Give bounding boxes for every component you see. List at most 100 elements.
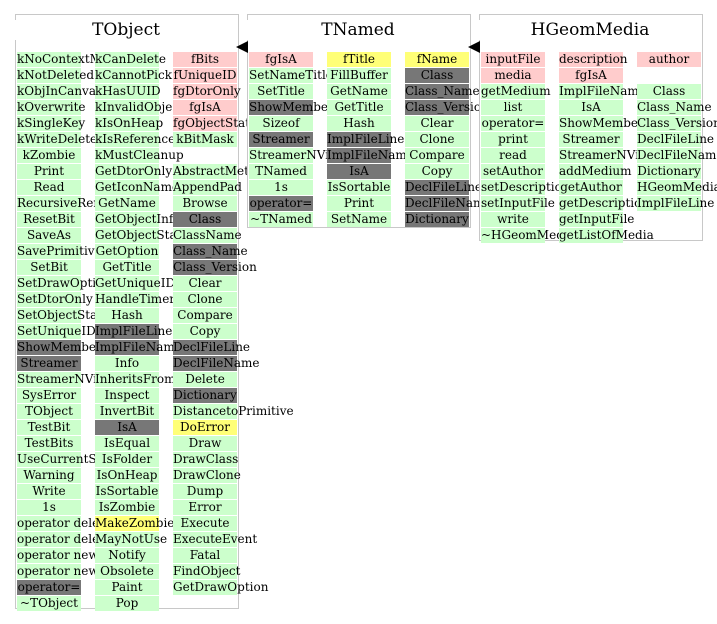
member-cell[interactable]: Read bbox=[17, 180, 81, 195]
member-cell[interactable]: IsEqual bbox=[95, 436, 159, 451]
member-cell[interactable]: Streamer bbox=[249, 132, 313, 147]
member-cell[interactable]: fgObjectStat bbox=[173, 116, 251, 131]
member-cell[interactable]: fUniqueID bbox=[173, 68, 237, 83]
member-cell[interactable]: Dictionary bbox=[405, 212, 469, 227]
member-cell[interactable]: GetName bbox=[327, 84, 391, 99]
member-cell[interactable]: IsZombie bbox=[95, 500, 159, 515]
member-cell[interactable]: TestBits bbox=[17, 436, 81, 451]
member-cell[interactable]: Streamer bbox=[559, 132, 623, 147]
member-cell[interactable]: Delete bbox=[173, 372, 237, 387]
member-cell[interactable]: TestBit bbox=[17, 420, 81, 435]
member-cell[interactable]: kMustCleanup bbox=[95, 148, 184, 163]
member-cell[interactable]: HGeomMedia bbox=[637, 180, 717, 195]
member-cell[interactable]: operator new[] bbox=[17, 564, 108, 579]
member-cell[interactable]: IsOnHeap bbox=[95, 468, 159, 483]
member-cell[interactable]: SetUniqueID bbox=[17, 324, 96, 339]
member-cell[interactable]: Copy bbox=[173, 324, 237, 339]
member-cell[interactable]: author bbox=[637, 52, 701, 67]
member-cell[interactable]: Notify bbox=[95, 548, 159, 563]
member-cell[interactable]: GetDrawOption bbox=[173, 580, 269, 595]
member-cell[interactable]: Clear bbox=[173, 276, 237, 291]
member-cell[interactable]: GetOption bbox=[95, 244, 159, 259]
member-cell[interactable]: kNoContextMenu bbox=[17, 52, 125, 67]
member-cell[interactable]: media bbox=[481, 68, 545, 83]
member-cell[interactable]: kObjInCanvas bbox=[17, 84, 103, 99]
member-cell[interactable]: setDescription bbox=[481, 180, 570, 195]
member-cell[interactable]: ImplFileLine bbox=[95, 324, 173, 339]
member-cell[interactable]: DeclFileLine bbox=[173, 340, 251, 355]
member-cell[interactable]: Class_Name bbox=[405, 84, 480, 99]
member-cell[interactable]: SysError bbox=[17, 388, 81, 403]
member-cell[interactable]: fBits bbox=[173, 52, 237, 67]
member-cell[interactable]: UseCurrentStyle bbox=[17, 452, 120, 467]
member-cell[interactable]: kInvalidObject bbox=[95, 100, 184, 115]
member-cell[interactable]: kCannotPick bbox=[95, 68, 173, 83]
member-cell[interactable]: Class bbox=[637, 84, 701, 99]
member-cell[interactable]: Browse bbox=[173, 196, 237, 211]
member-cell[interactable]: DeclFileLine bbox=[405, 180, 483, 195]
member-cell[interactable]: Print bbox=[327, 196, 391, 211]
member-cell[interactable]: getMedium bbox=[481, 84, 551, 99]
member-cell[interactable]: Execute bbox=[173, 516, 237, 531]
member-cell[interactable]: Inspect bbox=[95, 388, 159, 403]
member-cell[interactable]: SetDtorOnly bbox=[17, 292, 93, 307]
member-cell[interactable]: Clone bbox=[173, 292, 237, 307]
member-cell[interactable]: ExecuteEvent bbox=[173, 532, 258, 547]
member-cell[interactable]: ClassName bbox=[173, 228, 242, 243]
member-cell[interactable]: Copy bbox=[405, 164, 469, 179]
member-cell[interactable]: SaveAs bbox=[17, 228, 81, 243]
member-cell[interactable]: IsA bbox=[559, 100, 623, 115]
member-cell[interactable]: Warning bbox=[17, 468, 81, 483]
member-cell[interactable]: kCanDelete bbox=[95, 52, 166, 67]
member-cell[interactable]: print bbox=[481, 132, 545, 147]
member-cell[interactable]: IsSortable bbox=[95, 484, 159, 499]
member-cell[interactable]: DeclFileName bbox=[173, 356, 260, 371]
member-cell[interactable]: Hash bbox=[327, 116, 391, 131]
member-cell[interactable]: IsFolder bbox=[95, 452, 159, 467]
member-cell[interactable]: InheritsFrom bbox=[95, 372, 176, 387]
member-cell[interactable]: Streamer bbox=[17, 356, 81, 371]
member-cell[interactable]: fgDtorOnly bbox=[173, 84, 241, 99]
member-cell[interactable]: kIsOnHeap bbox=[95, 116, 164, 131]
member-cell[interactable]: GetObjectInfo bbox=[95, 212, 181, 227]
member-cell[interactable]: Class_Name bbox=[173, 244, 248, 259]
member-cell[interactable]: ~HGeomMedia bbox=[481, 228, 575, 243]
member-cell[interactable]: DistancetoPrimitive bbox=[173, 404, 294, 419]
member-cell[interactable]: Class_Version bbox=[405, 100, 489, 115]
member-cell[interactable]: ImplFileLine bbox=[637, 196, 715, 211]
member-cell[interactable]: kOverwrite bbox=[17, 100, 86, 115]
member-cell[interactable]: SetObjectStat bbox=[17, 308, 103, 323]
member-cell[interactable]: Compare bbox=[405, 148, 469, 163]
member-cell[interactable]: Fatal bbox=[173, 548, 237, 563]
member-cell[interactable]: kWriteDelete bbox=[17, 132, 98, 147]
member-cell[interactable]: Write bbox=[17, 484, 81, 499]
member-cell[interactable]: DeclFileName bbox=[637, 148, 717, 163]
member-cell[interactable]: DeclFileLine bbox=[637, 132, 715, 147]
member-cell[interactable]: kIsReferenced bbox=[95, 132, 183, 147]
member-cell[interactable]: ~TNamed bbox=[249, 212, 313, 227]
member-cell[interactable]: setAuthor bbox=[481, 164, 545, 179]
member-cell[interactable]: write bbox=[481, 212, 545, 227]
member-cell[interactable]: operator= bbox=[249, 196, 313, 211]
member-cell[interactable]: AbstractMethod bbox=[173, 164, 272, 179]
member-cell[interactable]: Hash bbox=[95, 308, 159, 323]
member-cell[interactable]: list bbox=[481, 100, 545, 115]
member-cell[interactable]: GetUniqueID bbox=[95, 276, 176, 291]
member-cell[interactable]: kZombie bbox=[17, 148, 81, 163]
member-cell[interactable]: fgIsA bbox=[173, 100, 237, 115]
member-cell[interactable]: Sizeof bbox=[249, 116, 313, 131]
member-cell[interactable]: FindObject bbox=[173, 564, 241, 579]
member-cell[interactable]: GetTitle bbox=[327, 100, 391, 115]
member-cell[interactable]: fgIsA bbox=[249, 52, 313, 67]
member-cell[interactable]: MayNotUse bbox=[95, 532, 168, 547]
member-cell[interactable]: StreamerNVirtual bbox=[249, 148, 359, 163]
member-cell[interactable]: StreamerNVirtual bbox=[559, 148, 669, 163]
member-cell[interactable]: operator delete[] bbox=[17, 532, 121, 547]
member-cell[interactable]: getListOfMedia bbox=[559, 228, 654, 243]
member-cell[interactable]: getInputFile bbox=[559, 212, 635, 227]
member-cell[interactable]: Obsolete bbox=[95, 564, 159, 579]
member-cell[interactable]: Clear bbox=[405, 116, 469, 131]
member-cell[interactable]: SavePrimitive bbox=[17, 244, 102, 259]
member-cell[interactable]: inputFile bbox=[481, 52, 545, 67]
member-cell[interactable]: 1s bbox=[17, 500, 81, 515]
